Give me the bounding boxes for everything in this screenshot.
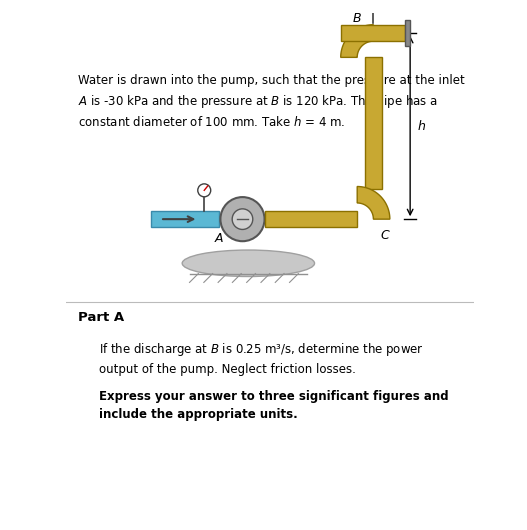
- Bar: [151, 211, 219, 227]
- Polygon shape: [357, 187, 390, 219]
- Bar: [405, 20, 410, 46]
- Text: Part A: Part A: [78, 311, 124, 323]
- Ellipse shape: [182, 250, 315, 277]
- Bar: [365, 57, 382, 189]
- Circle shape: [232, 209, 253, 229]
- Bar: [265, 211, 357, 227]
- Text: $h$: $h$: [417, 119, 426, 133]
- Circle shape: [198, 184, 211, 197]
- Bar: [341, 25, 405, 41]
- Text: $C$: $C$: [380, 229, 391, 242]
- Polygon shape: [341, 25, 373, 57]
- Text: If the discharge at $B$ is 0.25 m³/s, determine the power
output of the pump. Ne: If the discharge at $B$ is 0.25 m³/s, de…: [99, 341, 424, 376]
- Text: $B$: $B$: [352, 12, 362, 25]
- Text: Express your answer to three significant figures and
include the appropriate uni: Express your answer to three significant…: [99, 390, 448, 421]
- Text: $A$: $A$: [214, 232, 224, 245]
- Text: Water is drawn into the pump, such that the pressure at the inlet
$A$ is -30 kPa: Water is drawn into the pump, such that …: [78, 74, 465, 129]
- Circle shape: [367, 0, 380, 9]
- Circle shape: [220, 197, 265, 241]
